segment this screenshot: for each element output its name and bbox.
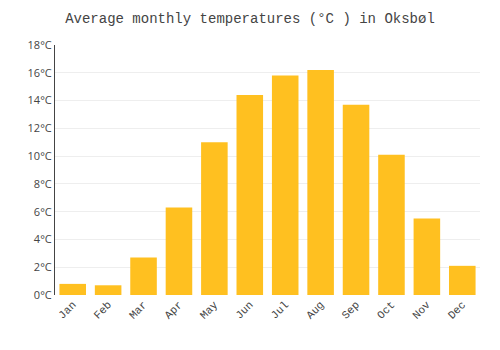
svg-text:10°C: 10°C	[28, 148, 52, 163]
svg-text:16°C: 16°C	[28, 65, 52, 80]
svg-text:May: May	[198, 299, 221, 322]
svg-text:Aug: Aug	[304, 299, 326, 321]
svg-text:Apr: Apr	[162, 299, 184, 321]
svg-text:Oct: Oct	[375, 299, 397, 321]
svg-text:Jul: Jul	[269, 299, 291, 321]
svg-text:8°C: 8°C	[34, 176, 52, 191]
svg-text:Average monthly temperatures (: Average monthly temperatures (°C ) in Ok…	[65, 11, 435, 27]
svg-text:6°C: 6°C	[34, 204, 52, 219]
svg-text:Jun: Jun	[233, 299, 255, 321]
svg-text:Nov: Nov	[410, 299, 433, 322]
svg-text:Dec: Dec	[446, 299, 468, 321]
svg-text:Mar: Mar	[127, 299, 149, 321]
svg-text:Sep: Sep	[340, 299, 362, 321]
svg-text:0°C: 0°C	[34, 287, 52, 302]
svg-text:4°C: 4°C	[34, 231, 52, 246]
svg-text:18°C: 18°C	[28, 37, 52, 52]
svg-text:12°C: 12°C	[28, 120, 52, 135]
svg-text:2°C: 2°C	[34, 259, 52, 274]
svg-text:Jan: Jan	[56, 299, 78, 321]
svg-text:14°C: 14°C	[28, 92, 52, 107]
svg-text:Feb: Feb	[92, 299, 114, 321]
